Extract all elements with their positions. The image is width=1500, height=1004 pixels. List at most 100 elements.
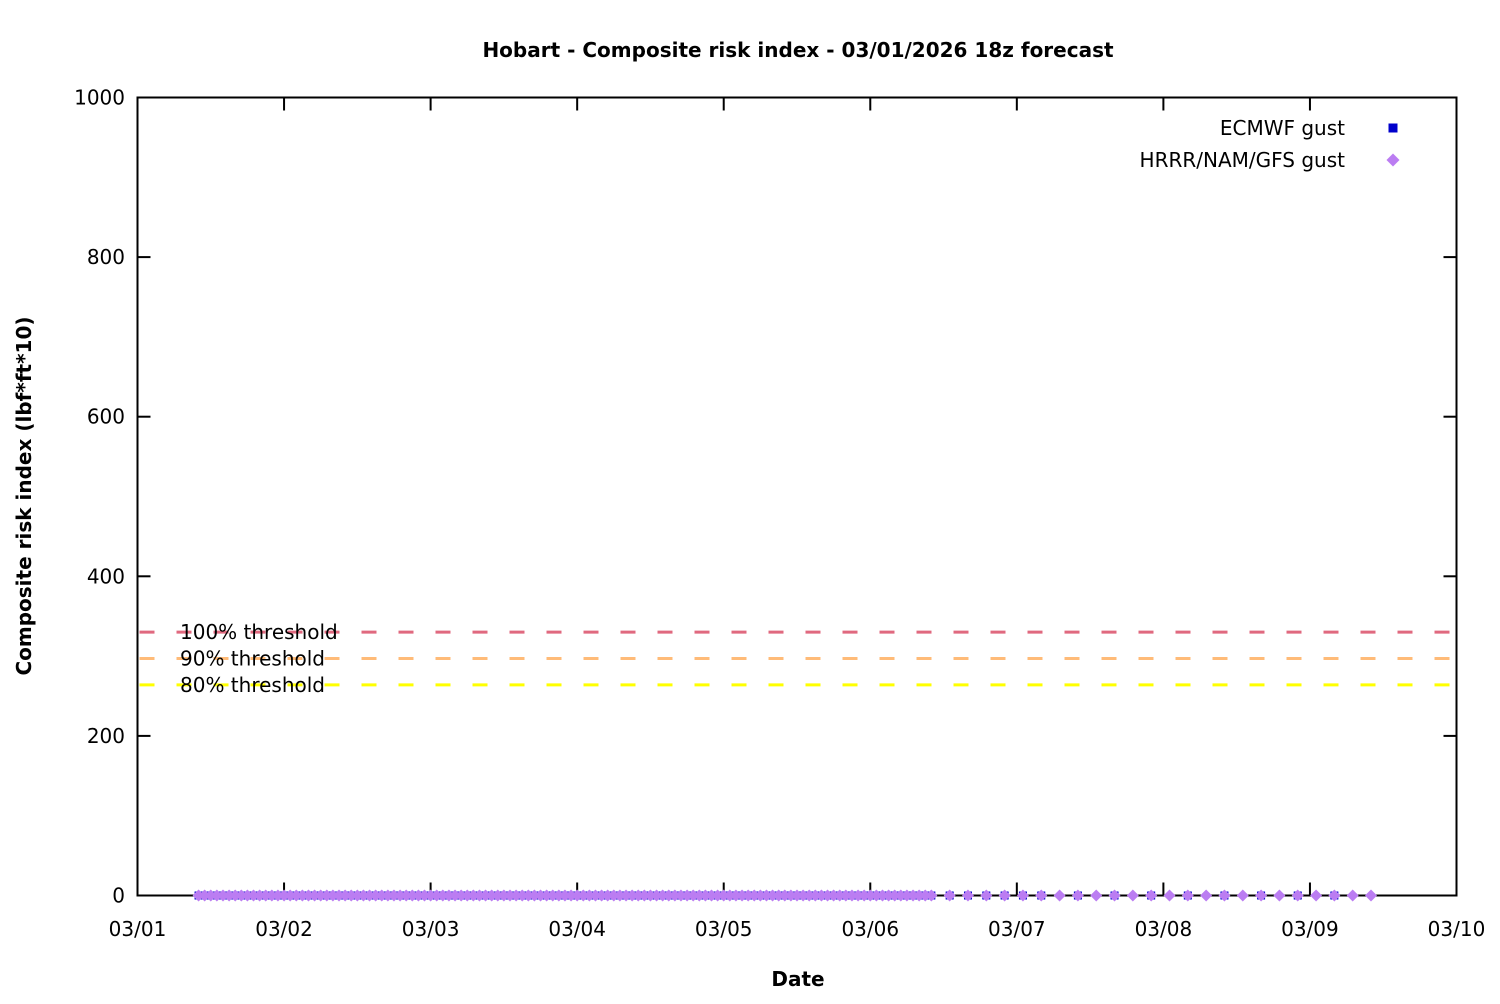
purple-diamond-marker-icon	[595, 889, 608, 902]
purple-diamond-marker-icon	[1016, 889, 1029, 902]
purple-diamond-marker-icon	[485, 889, 498, 902]
x-tick-label: 03/08	[1135, 917, 1193, 941]
purple-diamond-marker-icon	[693, 889, 706, 902]
purple-diamond-marker-icon	[449, 889, 462, 902]
purple-diamond-marker-icon	[876, 889, 889, 902]
purple-diamond-marker-icon	[565, 889, 578, 902]
purple-diamond-marker-icon	[852, 889, 865, 902]
legend-entry: ECMWF gust	[1220, 116, 1398, 140]
purple-diamond-marker-icon	[742, 889, 755, 902]
purple-diamond-marker-icon	[870, 889, 883, 902]
purple-diamond-marker-icon	[729, 889, 742, 902]
purple-diamond-marker-icon	[339, 889, 352, 902]
purple-diamond-marker-icon	[357, 889, 370, 902]
purple-diamond-marker-icon	[784, 889, 797, 902]
purple-diamond-marker-icon	[626, 889, 639, 902]
purple-diamond-marker-icon	[479, 889, 492, 902]
purple-diamond-marker-icon	[320, 889, 333, 902]
purple-diamond-marker-icon	[534, 889, 547, 902]
purple-diamond-marker-icon	[845, 889, 858, 902]
purple-diamond-marker-icon	[668, 889, 681, 902]
purple-diamond-marker-icon	[198, 889, 211, 902]
purple-diamond-marker-icon	[943, 889, 956, 902]
purple-diamond-marker-icon	[394, 889, 407, 902]
x-tick-label: 03/10	[1428, 917, 1486, 941]
x-axis-label: Date	[771, 967, 824, 991]
purple-diamond-marker-icon	[345, 889, 358, 902]
purple-diamond-marker-icon	[1053, 889, 1066, 902]
purple-diamond-marker-icon	[1365, 889, 1378, 902]
purple-diamond-marker-icon	[265, 889, 278, 902]
purple-diamond-marker-icon	[613, 889, 626, 902]
purple-diamond-marker-icon	[961, 889, 974, 902]
purple-diamond-marker-icon	[296, 889, 309, 902]
purple-diamond-marker-icon	[375, 889, 388, 902]
purple-diamond-marker-icon	[406, 889, 419, 902]
purple-diamond-marker-icon	[204, 889, 217, 902]
purple-diamond-marker-icon	[192, 889, 205, 902]
purple-diamond-marker-icon	[791, 889, 803, 902]
purple-diamond-marker-icon	[229, 889, 242, 902]
purple-diamond-marker-icon	[998, 889, 1011, 902]
purple-diamond-marker-icon	[1108, 889, 1121, 902]
purple-diamond-marker-icon	[772, 889, 785, 902]
purple-diamond-marker-icon	[913, 889, 926, 902]
purple-diamond-marker-icon	[467, 889, 480, 902]
purple-diamond-marker-icon	[674, 889, 687, 902]
purple-diamond-marker-icon	[558, 889, 571, 902]
purple-diamond-marker-icon	[491, 889, 504, 902]
purple-diamond-marker-icon	[858, 889, 871, 902]
purple-diamond-marker-icon	[326, 889, 339, 902]
purple-diamond-marker-icon	[748, 889, 761, 902]
purple-diamond-marker-icon	[241, 889, 254, 902]
purple-diamond-marker-icon	[473, 889, 486, 902]
purple-diamond-marker-icon	[314, 889, 327, 902]
blue-square-marker-icon	[1388, 123, 1398, 133]
purple-diamond-marker-icon	[522, 889, 535, 902]
purple-diamond-marker-icon	[259, 889, 272, 902]
purple-diamond-marker-icon	[888, 889, 901, 902]
purple-diamond-marker-icon	[583, 889, 596, 902]
legend-label: HRRR/NAM/GFS gust	[1140, 148, 1346, 172]
purple-diamond-marker-icon	[723, 889, 736, 902]
purple-diamond-marker-icon	[424, 889, 437, 902]
purple-diamond-marker-icon	[253, 889, 266, 902]
purple-diamond-marker-icon	[815, 889, 828, 902]
purple-diamond-marker-icon	[223, 889, 236, 902]
purple-diamond-marker-icon	[662, 889, 675, 902]
purple-diamond-marker-icon	[1163, 889, 1176, 902]
purple-diamond-marker-icon	[210, 889, 223, 902]
plot-border	[136, 96, 1458, 897]
purple-diamond-marker-icon	[839, 889, 852, 902]
purple-diamond-marker-icon	[711, 889, 724, 902]
purple-diamond-marker-icon	[803, 889, 816, 902]
purple-diamond-marker-icon	[400, 889, 413, 902]
purple-diamond-marker-icon	[705, 889, 718, 902]
purple-diamond-marker-icon	[644, 889, 657, 902]
purple-diamond-marker-icon	[760, 889, 773, 902]
y-tick-label: 600	[87, 405, 125, 429]
data-series	[192, 889, 1378, 902]
y-tick-label: 400	[87, 564, 125, 588]
purple-diamond-marker-icon	[980, 889, 993, 902]
purple-diamond-marker-icon	[302, 889, 315, 902]
purple-diamond-marker-icon	[1310, 889, 1323, 902]
series-hrrr-nam-gfs-gust	[192, 889, 1378, 902]
purple-diamond-marker-icon	[412, 889, 425, 902]
purple-diamond-marker-icon	[1218, 889, 1231, 902]
purple-diamond-marker-icon	[369, 889, 382, 902]
purple-diamond-marker-icon	[589, 889, 602, 902]
purple-diamond-marker-icon	[546, 889, 559, 902]
purple-diamond-marker-icon	[247, 889, 260, 902]
purple-diamond-marker-icon	[430, 889, 443, 902]
threshold-label: 90% threshold	[180, 646, 325, 670]
y-tick-label: 1000	[74, 86, 125, 110]
purple-diamond-marker-icon	[351, 889, 364, 902]
purple-diamond-marker-icon	[418, 889, 431, 902]
purple-diamond-marker-icon	[1090, 889, 1103, 902]
purple-diamond-marker-icon	[497, 889, 510, 902]
purple-diamond-marker-icon	[882, 889, 895, 902]
purple-diamond-marker-icon	[699, 889, 712, 902]
purple-diamond-marker-icon	[607, 889, 620, 902]
